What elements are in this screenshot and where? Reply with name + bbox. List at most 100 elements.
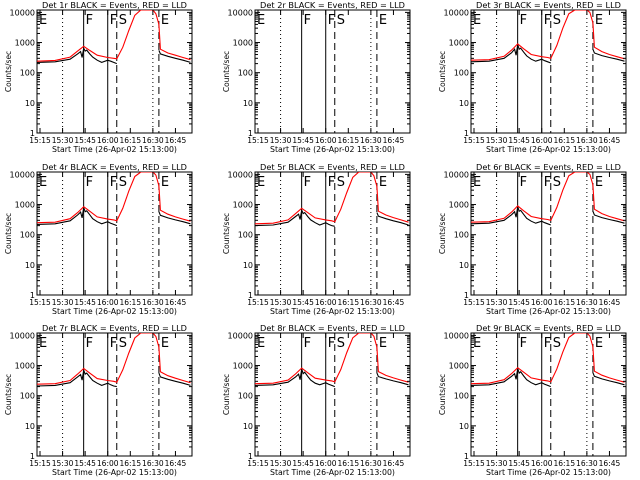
series-lld-line-1 [471, 333, 625, 385]
y-tick-label: 1 [464, 291, 469, 300]
x-tick-label: 15:15 [463, 459, 485, 468]
x-axis-label: Start Time (26-Apr-02 15:13:00) [52, 307, 177, 316]
series-events-line-2 [158, 211, 191, 225]
x-tick-label: 16:15 [337, 298, 359, 307]
series-lld-line-1 [255, 333, 409, 385]
marker-label-F: F [544, 175, 551, 190]
x-tick-label: 16:15 [553, 459, 575, 468]
y-axis-label: Counts/sec [438, 213, 447, 254]
x-tick-label: 16:45 [599, 136, 621, 145]
series-lld-line-1 [37, 10, 191, 62]
data-series [471, 10, 625, 64]
x-tick-label: 16:15 [553, 298, 575, 307]
marker-label-S: S [553, 175, 561, 190]
x-tick-label: 16:30 [360, 459, 382, 468]
y-axis-label: Counts/sec [222, 213, 231, 254]
x-tick-label: 15:15 [247, 136, 269, 145]
marker-label-E: E [595, 336, 603, 351]
y-tick-label: 100 [238, 392, 253, 401]
x-axis-label: Start Time (26-Apr-02 15:13:00) [270, 307, 395, 316]
x-tick-label: 16:45 [165, 136, 187, 145]
y-tick-label: 100 [20, 69, 35, 78]
x-tick-label: 16:30 [576, 459, 598, 468]
x-tick-label: 15:15 [29, 459, 51, 468]
marker-label-E: E [39, 336, 47, 351]
series-events-line-2 [158, 372, 191, 386]
marker-label-S: S [119, 175, 127, 190]
marker-label-F: F [544, 336, 551, 351]
series-events-line-1 [255, 208, 335, 227]
series-events-line-2 [376, 372, 409, 386]
y-tick-label: 1000 [449, 39, 469, 48]
x-axis-label: Start Time (26-Apr-02 15:13:00) [270, 145, 395, 154]
series-lld-line-1 [471, 172, 625, 223]
y-tick-label: 100 [454, 231, 469, 240]
y-tick-label: 1 [30, 129, 35, 138]
y-axis-label: Counts/sec [222, 51, 231, 92]
marker-label-E: E [257, 13, 265, 28]
x-tick-label: 15:45 [74, 136, 96, 145]
y-tick-label: 1 [248, 291, 253, 300]
marker-label-S: S [119, 13, 127, 28]
x-axis-label: Start Time (26-Apr-02 15:13:00) [486, 145, 611, 154]
x-tick-label: 16:00 [531, 298, 553, 307]
data-series [37, 333, 191, 388]
y-tick-label: 100 [454, 392, 469, 401]
y-tick-label: 1000 [15, 39, 35, 48]
marker-label-F: F [520, 336, 527, 351]
x-axis-label: Start Time (26-Apr-02 15:13:00) [270, 468, 395, 477]
series-events-line-2 [592, 48, 625, 62]
x-tick-label: 16:30 [576, 136, 598, 145]
marker-label-S: S [337, 336, 345, 351]
data-series [471, 333, 625, 388]
marker-label-E: E [595, 175, 603, 190]
y-tick-label: 1 [248, 452, 253, 461]
panel-title: Det 6r BLACK = Events, RED = LLD [476, 162, 621, 172]
marker-label-E: E [39, 13, 47, 28]
y-tick-label: 10000 [444, 8, 469, 17]
series-lld-line-1 [37, 172, 191, 224]
x-tick-label: 15:45 [292, 298, 314, 307]
marker-label-F: F [328, 336, 335, 351]
x-tick-label: 15:15 [29, 136, 51, 145]
x-tick-label: 15:15 [463, 136, 485, 145]
x-tick-label: 16:45 [383, 136, 405, 145]
marker-label-E: E [39, 175, 47, 190]
series-events-line-1 [471, 368, 551, 388]
x-tick-label: 16:45 [383, 459, 405, 468]
x-axis-label: Start Time (26-Apr-02 15:13:00) [52, 468, 177, 477]
y-tick-label: 100 [238, 231, 253, 240]
y-tick-label: 10000 [10, 8, 35, 17]
y-tick-label: 10 [243, 99, 253, 108]
x-tick-label: 15:15 [463, 298, 485, 307]
marker-label-F: F [328, 13, 335, 28]
x-tick-label: 15:30 [486, 136, 508, 145]
y-tick-label: 100 [454, 69, 469, 78]
x-tick-label: 16:15 [119, 136, 141, 145]
x-tick-label: 16:15 [337, 459, 359, 468]
marker-label-F: F [304, 13, 311, 28]
marker-label-E: E [473, 336, 481, 351]
x-tick-label: 16:00 [97, 459, 119, 468]
y-tick-label: 1000 [233, 362, 253, 371]
series-events-line-1 [471, 44, 551, 64]
data-series [471, 172, 625, 226]
x-tick-label: 16:15 [553, 136, 575, 145]
y-tick-label: 1 [464, 129, 469, 138]
x-tick-label: 16:30 [360, 298, 382, 307]
y-axis-label: Counts/sec [4, 213, 13, 254]
x-tick-label: 15:30 [486, 298, 508, 307]
x-tick-label: 15:15 [29, 298, 51, 307]
panel-title: Det 1r BLACK = Events, RED = LLD [42, 0, 187, 10]
y-tick-label: 100 [238, 69, 253, 78]
